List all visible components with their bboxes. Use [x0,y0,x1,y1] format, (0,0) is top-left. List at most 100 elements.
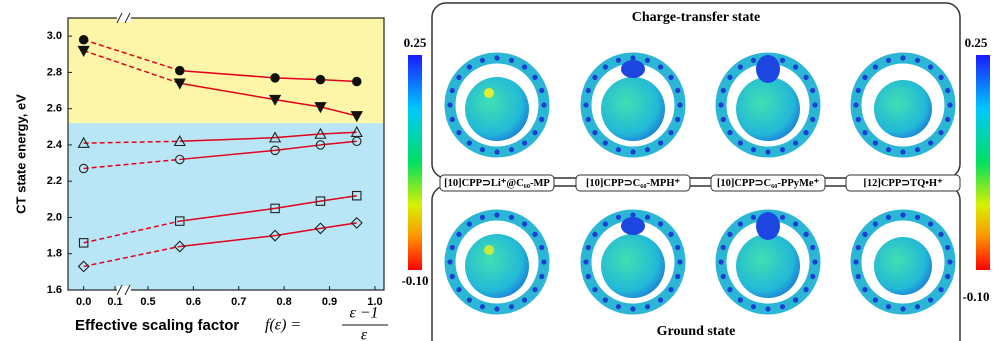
ring-atom [668,287,673,292]
x-tick-label: 0.6 [186,296,201,308]
ring-atom [718,102,723,107]
li-ion [484,245,494,255]
ring-atom [947,259,952,264]
ring-atom [793,140,798,145]
ring-atom [718,259,723,264]
ring-atom [645,304,650,309]
ring-atom [938,232,943,237]
ring-atom [586,245,591,250]
ring-atom [947,102,952,107]
marker [79,36,87,44]
ring-atom [480,215,485,220]
substituent [756,55,780,83]
guest [874,237,932,295]
ring-atom [509,304,514,309]
ring-atom [793,297,798,302]
ring-atom [630,306,635,311]
ring-atom [677,259,682,264]
page: {"chart_data": {"type": "line", "y_label… [0,0,996,341]
colorbar [408,55,422,270]
ring-atom [856,274,861,279]
y-tick-label: 1.8 [47,248,62,260]
ring-atom [928,297,933,302]
ring-atom [721,117,726,122]
substituent [756,212,780,240]
ring-atom [900,212,905,217]
ring-atom [645,58,650,63]
ring-atom [803,130,808,135]
ring-atom [738,297,743,302]
ring-atom [886,58,891,63]
ring-atom [900,55,905,60]
x-tick-label: 0.7 [231,296,246,308]
x-axis-label: Effective scaling factor [75,317,239,334]
ring-atom [616,215,621,220]
guest [601,77,665,141]
ring-atom [675,245,680,250]
ring-atom [645,215,650,220]
diagram-panel: Charge-transfer state Ground state 0.25 … [401,3,990,341]
ring-atom [721,274,726,279]
ring-atom [812,102,817,107]
ring-atom [856,245,861,250]
ring-atom [780,215,785,220]
ring-atom [603,221,608,226]
ring-atom [727,75,732,80]
colorbar-min: -0.10 [962,289,989,304]
ring-atom [793,64,798,69]
ring-atom [467,64,472,69]
ring-atom [509,215,514,220]
ring-atom [915,58,920,63]
ring-atom [532,232,537,237]
ring-atom [856,88,861,93]
ring-atom [727,287,732,292]
ring-atom [532,287,537,292]
ring-atom [456,232,461,237]
ring-atom [541,259,546,264]
ring-atom [677,102,682,107]
ring-atom [886,304,891,309]
ring-atom [494,149,499,154]
ring-atom [675,117,680,122]
molecule-label: [10]CPP⊃C₆₀-MPH⁺ [586,178,681,189]
ring-atom [751,304,756,309]
colorbar-max: 0.25 [404,35,427,50]
ring-atom [675,274,680,279]
ring-atom [480,147,485,152]
ring-atom [668,232,673,237]
ring-atom [592,232,597,237]
ring-atom [467,140,472,145]
ring-atom [522,297,527,302]
ring-atom [675,88,680,93]
ring-atom [738,140,743,145]
ring-atom [765,149,770,154]
ring-atom [793,221,798,226]
ring-atom [945,88,950,93]
ring-atom [938,75,943,80]
ring-atom [873,64,878,69]
ring-atom [532,75,537,80]
ring-atom [738,64,743,69]
ring-atom [592,130,597,135]
molecule-label: [12]CPP⊃TQ•H⁺ [863,178,943,189]
ring-atom [586,88,591,93]
ring-atom [480,304,485,309]
colorbar [976,55,990,270]
ring-atom [862,130,867,135]
molecule-label: [10]CPP⊃Li⁺@C₆₀-MP [444,178,550,189]
y-tick-label: 2.0 [47,211,62,223]
ring-atom [509,147,514,152]
ring-atom [616,58,621,63]
ring-atom [873,221,878,226]
ring-atom [541,102,546,107]
ring-atom [751,215,756,220]
ring-atom [751,147,756,152]
ring-atom [873,297,878,302]
ring-atom [645,147,650,152]
ring-atom [592,287,597,292]
ring-atom [928,140,933,145]
ring-atom [616,304,621,309]
x-tick-label: 0.0 [76,296,91,308]
ring-atom [915,147,920,152]
ring-atom [539,117,544,122]
